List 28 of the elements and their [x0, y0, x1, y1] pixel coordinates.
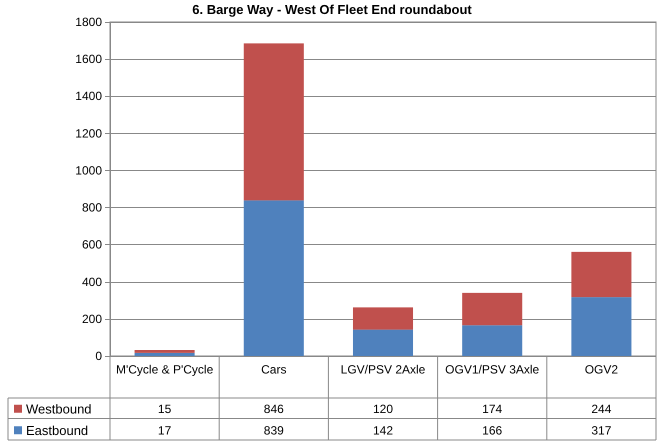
x-tick-label: OGV2 — [584, 362, 618, 376]
y-tick-label: 1400 — [75, 89, 102, 104]
data-label: 846 — [264, 402, 284, 416]
y-tick-label: 800 — [82, 200, 102, 215]
x-tick-label: OGV1/PSV 3Axle — [445, 362, 540, 376]
y-tick-label: 1200 — [75, 126, 102, 140]
x-tick-label: LGV/PSV 2Axle — [340, 362, 426, 376]
data-label: 317 — [591, 423, 612, 438]
legend-label: Eastbound — [26, 422, 88, 438]
chart-title: 6. Barge Way - West Of Fleet End roundabout — [192, 2, 472, 17]
data-label: 166 — [482, 423, 503, 438]
data-label: 15 — [158, 402, 172, 416]
x-tick-label: Cars — [261, 362, 286, 376]
y-tick-label: 1800 — [75, 15, 102, 29]
data-label: 174 — [482, 402, 503, 416]
data-label: 17 — [158, 423, 172, 438]
x-tick-label: M'Cycle & P'Cycle — [116, 362, 214, 376]
y-tick-label: 400 — [82, 274, 102, 289]
data-label: 244 — [591, 402, 612, 416]
y-tick-label: 1600 — [75, 52, 102, 66]
y-tick-label: 1000 — [75, 163, 102, 178]
data-label: 120 — [372, 402, 394, 416]
data-label: 839 — [264, 423, 284, 438]
legend-label: Westbound — [26, 401, 92, 416]
data-label: 142 — [372, 423, 394, 438]
y-tick-label: 200 — [82, 312, 102, 326]
y-tick-label: 0 — [95, 349, 102, 363]
y-tick-label: 600 — [82, 238, 102, 252]
